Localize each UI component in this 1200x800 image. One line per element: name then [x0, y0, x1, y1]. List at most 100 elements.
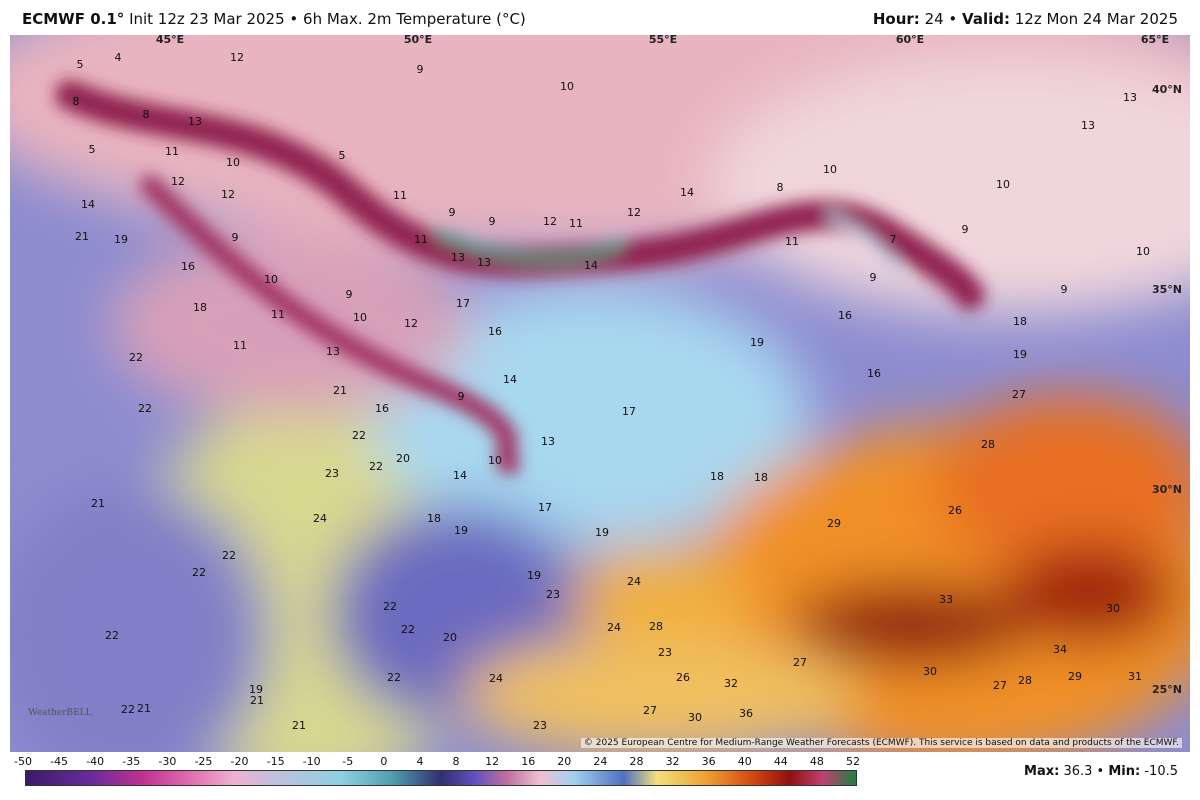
temperature-label: 19: [527, 569, 541, 582]
title: Init 12z 23 Mar 2025 • 6h Max. 2m Temper…: [129, 10, 526, 28]
temperature-label: 9: [962, 223, 969, 236]
temperature-label: 9: [489, 215, 496, 228]
temperature-label: 9: [458, 390, 465, 403]
temperature-label: 5: [77, 58, 84, 71]
temperature-label: 13: [451, 251, 465, 264]
temperature-label: 28: [1018, 674, 1032, 687]
colorbar: [25, 770, 857, 786]
colorbar-tick: 4: [416, 755, 424, 768]
colorbar-tick: -30: [158, 755, 177, 768]
min-label: Min:: [1108, 764, 1141, 779]
temperature-label: 9: [1061, 283, 1068, 296]
temperature-label: 12: [627, 206, 641, 219]
temperature-label: 14: [680, 186, 694, 199]
temperature-label: 22: [129, 351, 143, 364]
temperature-label: 11: [393, 189, 407, 202]
colorbar-tick: 8: [452, 755, 460, 768]
temperature-label: 24: [627, 575, 641, 588]
hour: 24 •: [924, 10, 958, 28]
temperature-label: 22: [121, 703, 135, 716]
temperature-label: 21: [75, 230, 89, 243]
colorbar-tick: -50: [14, 755, 32, 768]
temperature-label: 22: [387, 671, 401, 684]
temperature-label: 10: [488, 454, 502, 467]
colorbar-tick: 20: [557, 755, 572, 768]
temperature-label: 18: [754, 471, 768, 484]
temperature-label: 14: [81, 198, 95, 211]
temperature-label: 11: [569, 217, 583, 230]
temperature-label: 12: [171, 175, 185, 188]
temperature-label: 11: [165, 145, 179, 158]
latitude-label: 40°N: [1152, 83, 1182, 96]
temperature-label: 14: [584, 259, 598, 272]
colorbar-tick: 32: [665, 755, 680, 768]
colorbar-tick: 40: [737, 755, 752, 768]
temperature-label: 11: [271, 308, 285, 321]
temperature-label: 16: [838, 309, 852, 322]
temperature-label: 23: [533, 719, 547, 732]
labels: 45°E 50°E 55°E 60°E 65°E 40°N 35°N 30°N 25°N 5 4 12…: [28, 35, 1182, 732]
longitude-label: 45°E: [156, 35, 184, 46]
temperature-label: 22: [369, 460, 383, 473]
colorbar-tick: 44: [773, 755, 788, 768]
temperature-label: 26: [676, 671, 690, 684]
temperature-label: 10: [996, 178, 1010, 191]
colorbar-tick: -20: [230, 755, 249, 768]
max: 36.3 •: [1063, 764, 1105, 779]
temperature-label: 21: [91, 497, 105, 510]
temperature-label: 11: [414, 233, 428, 246]
temperature-label: 9: [870, 271, 877, 284]
temperature-label: 24: [313, 512, 327, 525]
temperature-label: 4: [115, 51, 122, 64]
max-label: Max:: [1024, 764, 1060, 779]
temperature-label: 10: [353, 311, 367, 324]
temperature-label: 28: [981, 438, 995, 451]
temperature-label: 21: [137, 702, 151, 715]
temperature-label: 16: [181, 260, 195, 273]
longitude-label: 50°E: [404, 35, 432, 46]
temperature-label: 9: [232, 231, 239, 244]
colorbar-tick: 16: [521, 755, 536, 768]
temperature-label: 7: [890, 233, 897, 246]
colorbar-tick: -25: [194, 755, 213, 768]
temperature-label: 22: [105, 629, 119, 642]
temperature-label: 5: [339, 149, 346, 162]
temperature-label: 27: [793, 656, 807, 669]
temperature-label: 23: [658, 646, 672, 659]
watermark: WeatherBELL: [28, 708, 91, 718]
temperature-label: 10: [226, 156, 240, 169]
map: 45°E 50°E 55°E 60°E 65°E 40°N 35°N 30°N 25°N 5 4 12…: [10, 35, 1190, 752]
temperature-label: 10: [1136, 245, 1150, 258]
temperature-label: 13: [326, 345, 340, 358]
latitude-label: 30°N: [1152, 483, 1182, 496]
temperature-label: 18: [193, 301, 207, 314]
temperature-label: 11: [233, 339, 247, 352]
temperature-label: 33: [939, 593, 953, 606]
temperature-label: 8: [73, 95, 80, 108]
temperature-label: 29: [827, 517, 841, 530]
longitude-label: 55°E: [649, 35, 677, 46]
temperature-label: 27: [1012, 388, 1026, 401]
header-right: Hour: 24 • Valid: 12z Mon 24 Mar 2025: [873, 10, 1178, 28]
temperature-label: 24: [607, 621, 621, 634]
latitude-label: 35°N: [1152, 283, 1182, 296]
temperature-label: 16: [375, 402, 389, 415]
temperature-label: 14: [503, 373, 517, 386]
temperature-label: 13: [188, 115, 202, 128]
temperature-label: 31: [1128, 670, 1142, 683]
colorbar-tick: -5: [342, 755, 354, 768]
temperature-label: 22: [383, 600, 397, 613]
colorbar-tick: 24: [593, 755, 608, 768]
temperature-label: 11: [785, 235, 799, 248]
temperature-label: 12: [221, 188, 235, 201]
temperature-label: 27: [643, 704, 657, 717]
temperature-label: 18: [1013, 315, 1027, 328]
min: -10.5: [1144, 764, 1178, 779]
temperature-label: 8: [143, 108, 150, 121]
temperature-label: 13: [1123, 91, 1137, 104]
temperature-label: 19: [595, 526, 609, 539]
temperature-label: 8: [777, 181, 784, 194]
temperature-label: 18: [427, 512, 441, 525]
temperature-label: 18: [710, 470, 724, 483]
temperature-label: 36: [739, 707, 753, 720]
